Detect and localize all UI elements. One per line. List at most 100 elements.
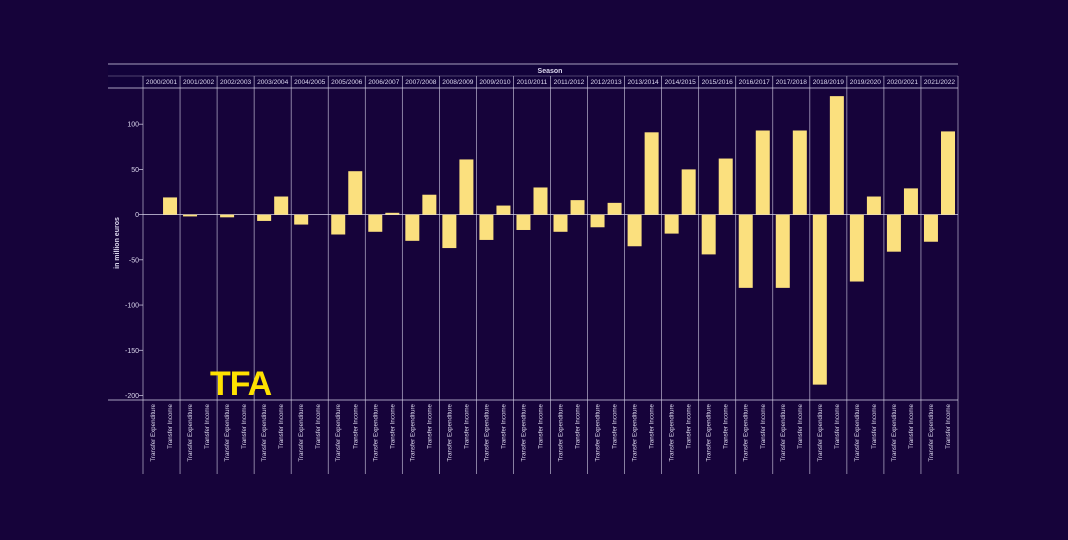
sub-category-label: Transfer Income [426, 403, 433, 448]
bar-expenditure [664, 214, 679, 234]
season-label: 2005/2006 [331, 79, 363, 86]
bar-income [903, 188, 918, 215]
sub-category-label: Transfer Expenditure [261, 403, 268, 461]
season-label: 2017/2018 [776, 79, 808, 86]
bar-income [607, 202, 622, 215]
season-label: 2014/2015 [665, 79, 697, 86]
sub-category-label: Transfer Income [908, 403, 915, 448]
sub-category-label: Transfer Expenditure [891, 403, 898, 461]
season-label: 2001/2002 [183, 79, 215, 86]
season-label: 2009/2010 [479, 79, 511, 86]
season-label: 2015/2016 [702, 79, 734, 86]
y-tick-label: -200 [125, 393, 139, 400]
bar-expenditure [738, 214, 753, 288]
season-label: 2007/2008 [405, 79, 437, 86]
bar-income [496, 205, 511, 215]
sub-category-label: Transfer Expenditure [780, 403, 787, 461]
bar-income [792, 130, 807, 215]
season-label: 2019/2020 [850, 79, 882, 86]
y-tick-label: 100 [127, 122, 139, 129]
bar-income [422, 194, 437, 215]
bar-income [829, 96, 844, 215]
y-axis-label: in million euros [114, 217, 121, 269]
season-label: 2008/2009 [442, 79, 474, 86]
sub-category-label: Transfer Expenditure [409, 403, 416, 461]
season-label: 2012/2013 [590, 79, 622, 86]
bar-expenditure [590, 214, 605, 228]
bar-expenditure [516, 214, 531, 230]
season-label: 2020/2021 [887, 79, 919, 86]
bar-expenditure [923, 214, 938, 242]
bar-expenditure [331, 214, 346, 235]
sub-category-label: Transfer Expenditure [854, 403, 861, 461]
bar-expenditure [886, 214, 901, 252]
sub-category-label: Transfer Expenditure [743, 403, 750, 461]
sub-category-label: Transfer Income [389, 403, 396, 448]
sub-category-label: Transfer Income [278, 403, 285, 448]
sub-category-label: Transfer Income [315, 403, 322, 448]
sub-category-label: Transfer Income [797, 403, 804, 448]
bar-expenditure [442, 214, 457, 249]
labels-layer: 100 50 0 -50 -100 -150 -200 2000/2001 Transfer E… [125, 79, 955, 462]
bar-income [718, 158, 733, 215]
sub-category-label: Transfer Expenditure [632, 403, 639, 461]
season-label: 2004/2005 [294, 79, 326, 86]
sub-category-label: Transfer Income [834, 403, 841, 448]
y-tick-label: 0 [135, 212, 139, 219]
bar-income [570, 200, 585, 215]
sub-category-label: Transfer Income [167, 403, 174, 448]
bar-expenditure [627, 214, 642, 247]
sub-category-label: Transfer Expenditure [520, 403, 527, 461]
season-label: 2002/2003 [220, 79, 252, 86]
season-label: 2000/2001 [146, 79, 178, 86]
bar-expenditure [220, 214, 235, 218]
sub-category-label: Transfer Income [352, 403, 359, 448]
sub-category-label: Transfer Expenditure [298, 403, 305, 461]
sub-category-label: Transfer Income [686, 403, 693, 448]
season-label: 2011/2012 [554, 79, 585, 86]
bar-expenditure [368, 214, 383, 232]
sub-category-label: Transfer Expenditure [150, 403, 157, 461]
sub-category-label: Transfer Expenditure [224, 403, 231, 461]
bar-expenditure [812, 214, 827, 385]
sub-category-label: Transfer Expenditure [446, 403, 453, 461]
sub-category-label: Transfer Expenditure [335, 403, 342, 461]
bar-expenditure [553, 214, 568, 232]
sub-category-label: Transfer Income [463, 403, 470, 448]
bar-income [681, 169, 696, 215]
season-label: 2013/2014 [628, 79, 660, 86]
bar-income [533, 187, 548, 215]
sub-category-label: Transfer Income [537, 403, 544, 448]
bar-income [644, 132, 659, 215]
y-tick-label: 50 [131, 167, 139, 174]
sub-category-label: Transfer Expenditure [483, 403, 490, 461]
sub-category-label: Transfer Expenditure [928, 403, 935, 461]
bar-income [348, 171, 363, 215]
sub-category-label: Transfer Income [723, 403, 730, 448]
sub-category-label: Transfer Expenditure [558, 403, 565, 461]
sub-category-label: Transfer Expenditure [187, 403, 194, 461]
bar-income [755, 130, 770, 215]
season-label: 2010/2011 [517, 79, 548, 86]
sub-category-label: Transfer Income [945, 403, 952, 448]
bar-expenditure [701, 214, 716, 255]
bars-layer [163, 96, 955, 385]
y-tick-label: -150 [125, 348, 139, 355]
bar-expenditure [849, 214, 864, 282]
bar-income [459, 159, 474, 215]
sub-category-label: Transfer Expenditure [372, 403, 379, 461]
season-label: 2006/2007 [368, 79, 400, 86]
y-tick-label: -100 [125, 303, 139, 310]
sub-category-label: Transfer Income [871, 403, 878, 448]
sub-category-label: Transfer Income [575, 403, 582, 448]
y-tick-label: -50 [129, 257, 139, 264]
bar-income [385, 212, 400, 215]
bar-expenditure [183, 214, 198, 217]
bar-expenditure [775, 214, 790, 288]
season-label: 2016/2017 [739, 79, 771, 86]
bar-expenditure [479, 214, 494, 240]
bar-income [940, 131, 955, 215]
sub-category-label: Transfer Expenditure [595, 403, 602, 461]
grid-layer [108, 63, 959, 474]
